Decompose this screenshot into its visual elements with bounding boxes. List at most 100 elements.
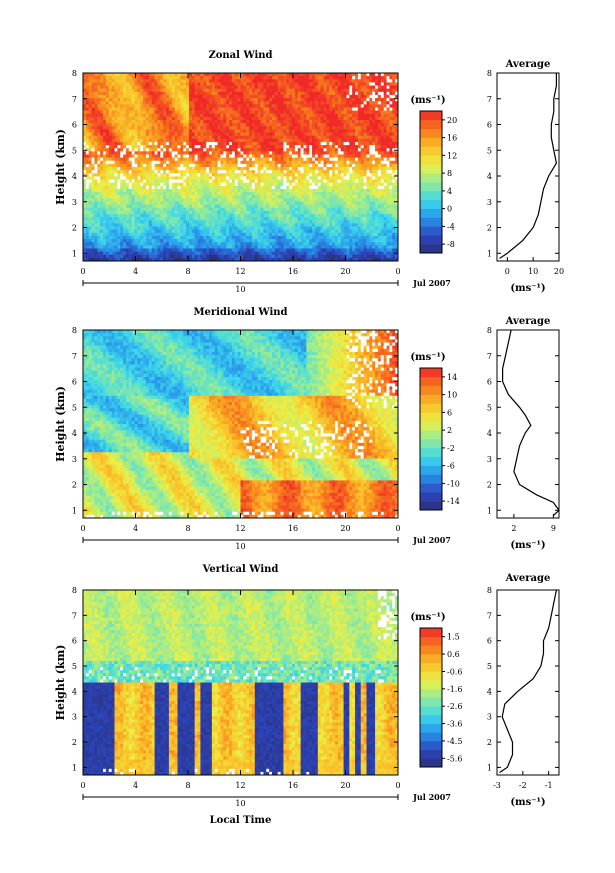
heatmap-cell (137, 167, 141, 171)
heatmap-cell (154, 226, 158, 231)
heatmap-cell (151, 257, 155, 262)
heatmap-cell (111, 138, 115, 143)
heatmap-cell (120, 91, 124, 96)
heatmap-cell (191, 223, 196, 227)
heatmap-cell (88, 107, 92, 111)
heatmap-cell (312, 179, 316, 184)
heatmap-cell (317, 120, 322, 124)
heatmap-cell (300, 188, 304, 193)
heatmap-cell (94, 104, 98, 108)
heatmap-cell (111, 167, 115, 171)
heatmap-cell (177, 217, 181, 221)
heatmap-cell (300, 73, 304, 77)
heatmap-cell (214, 235, 218, 240)
heatmap-cell (217, 257, 221, 262)
heatmap-cell (120, 198, 124, 202)
heatmap-cell (312, 188, 316, 193)
heatmap-cell (180, 79, 184, 83)
heatmap-cell (254, 210, 259, 215)
heatmap-cell (91, 110, 95, 115)
heatmap-cell (251, 207, 256, 212)
heatmap-cell (217, 145, 221, 149)
heatmap-cell (294, 101, 299, 105)
heatmap-cell (272, 179, 276, 184)
heatmap-cell (243, 217, 247, 221)
heatmap-cell (272, 113, 276, 118)
heatmap-cell (263, 195, 267, 199)
heatmap-cell (272, 76, 276, 80)
heatmap-cell (203, 242, 207, 246)
heatmap-cell (131, 113, 135, 118)
heatmap-cell (114, 226, 118, 231)
heatmap-cell (154, 217, 158, 221)
heatmap-cell (194, 138, 198, 143)
heatmap-cell (297, 154, 302, 158)
heatmap-cell (166, 135, 170, 140)
heatmap-cell (154, 214, 158, 218)
heatmap-cell (289, 76, 293, 80)
heatmap-cell (277, 154, 281, 158)
heatmap-cell (88, 85, 92, 90)
heatmap-cell (108, 151, 113, 155)
heatmap-cell (211, 132, 216, 137)
heatmap-cell (166, 101, 170, 105)
heatmap-cell (292, 167, 296, 171)
heatmap-cell (286, 210, 290, 215)
heatmap-cell (209, 235, 213, 240)
heatmap-cell (214, 226, 218, 231)
heatmap-cell (111, 154, 115, 158)
heatmap-cell (254, 138, 259, 143)
heatmap-cell (312, 120, 316, 124)
heatmap-cell (174, 235, 178, 240)
heatmap-cell (111, 116, 115, 121)
heatmap-cell (91, 107, 95, 111)
heatmap-cell (177, 101, 181, 105)
heatmap-cell (91, 242, 95, 246)
heatmap-cell (151, 116, 155, 121)
heatmap-cell (143, 151, 147, 155)
heatmap-cell (317, 248, 322, 252)
heatmap-cell (217, 98, 221, 102)
heatmap-cell (214, 182, 218, 187)
heatmap-cell (309, 242, 313, 246)
heatmap-cell (209, 104, 213, 108)
heatmap-cell (223, 76, 227, 80)
heatmap-cell (240, 207, 244, 212)
heatmap-cell (286, 229, 290, 234)
heatmap-cell (188, 123, 193, 127)
heatmap-cell (191, 129, 196, 133)
heatmap-cell (229, 204, 233, 209)
heatmap-cell (254, 170, 259, 174)
heatmap-cell (297, 91, 302, 96)
heatmap-cell (297, 104, 302, 108)
heatmap-cell (163, 251, 167, 256)
heatmap-cell (111, 73, 115, 77)
heatmap-cell (105, 123, 110, 127)
heatmap-cell (103, 201, 107, 205)
heatmap-cell (197, 254, 201, 259)
heatmap-cell (272, 223, 276, 227)
heatmap-cell (85, 235, 90, 240)
heatmap-cell (246, 242, 250, 246)
heatmap-cell (217, 204, 221, 209)
heatmap-cell (114, 242, 118, 246)
heatmap-cell (186, 251, 190, 256)
heatmap-cell (286, 107, 290, 111)
heatmap-cell (257, 245, 261, 249)
heatmap-cell (128, 251, 133, 256)
heatmap-cell (234, 157, 239, 162)
heatmap-cell (134, 195, 138, 199)
heatmap-cell (166, 179, 170, 184)
heatmap-cell (280, 88, 284, 93)
heatmap-cell (114, 179, 118, 184)
heatmap-cell (83, 120, 87, 124)
heatmap-cell (203, 220, 207, 224)
heatmap-cell (140, 94, 144, 99)
heatmap-cell (160, 188, 164, 193)
heatmap-cell (260, 248, 264, 252)
heatmap-cell (157, 176, 161, 180)
heatmap-cell (243, 254, 247, 259)
heatmap-cell (117, 217, 121, 221)
heatmap-cell (91, 154, 95, 158)
heatmap-cell (125, 85, 130, 90)
